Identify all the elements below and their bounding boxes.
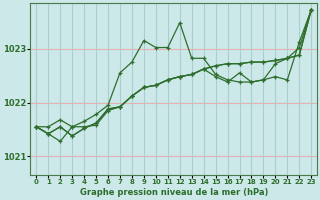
X-axis label: Graphe pression niveau de la mer (hPa): Graphe pression niveau de la mer (hPa) xyxy=(80,188,268,197)
